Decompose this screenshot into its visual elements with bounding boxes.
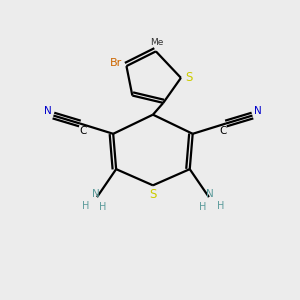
Text: N: N — [44, 106, 52, 116]
Text: H: H — [99, 202, 106, 212]
Text: S: S — [149, 188, 157, 201]
Text: Br: Br — [110, 58, 122, 68]
Text: C: C — [79, 126, 87, 136]
Text: S: S — [185, 71, 193, 84]
Text: N: N — [254, 106, 262, 116]
Text: N: N — [206, 189, 214, 199]
Text: H: H — [199, 202, 207, 212]
Text: Me: Me — [150, 38, 163, 47]
Text: C: C — [219, 126, 227, 136]
Text: N: N — [92, 189, 99, 199]
Text: H: H — [217, 201, 224, 211]
Text: H: H — [82, 201, 89, 211]
